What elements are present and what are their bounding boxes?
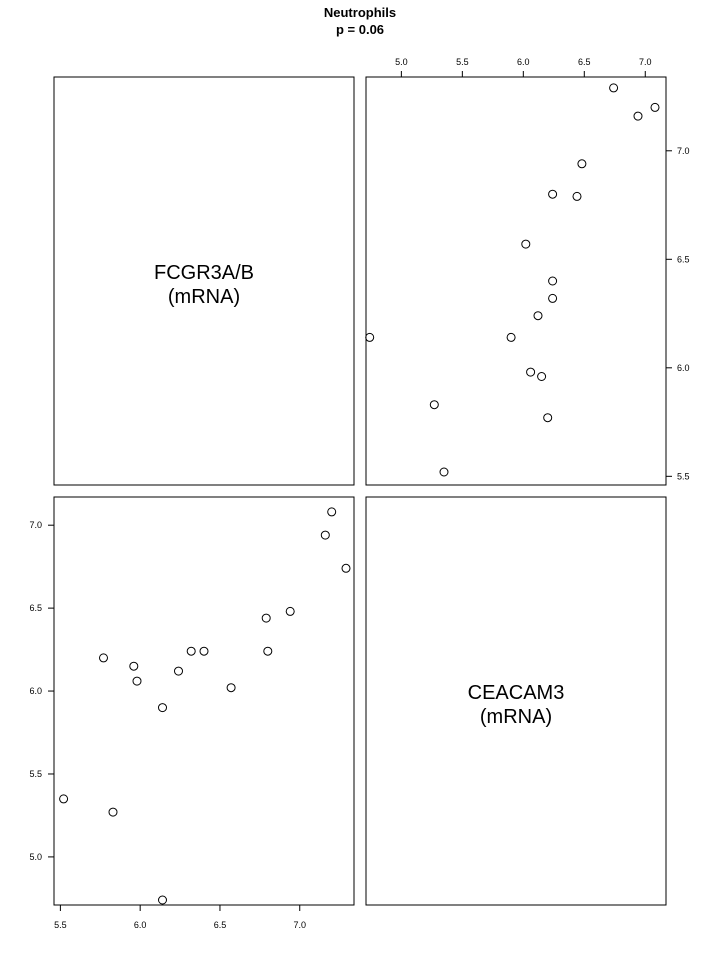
data-point-9 [548, 293, 558, 303]
left-axis-tick-label: 6.5 [29, 603, 42, 613]
data-point-17 [341, 563, 351, 573]
top-axis-tick-label: 7.0 [639, 57, 652, 67]
data-point-14 [285, 606, 295, 616]
scatter-bottom-left [59, 507, 351, 905]
right-axis-tick-label: 6.5 [677, 254, 690, 264]
bottom-axis-tick-label: 5.5 [54, 920, 67, 930]
data-point-5 [132, 676, 142, 686]
top-axis-tick-label: 6.0 [517, 57, 530, 67]
left-axis-tick-label: 7.0 [29, 520, 42, 530]
data-point-10 [199, 646, 209, 656]
bottom-axis-tick-label: 7.0 [293, 920, 306, 930]
data-point-7 [158, 895, 167, 905]
ceacam3-variable-unit: (mRNA) [480, 706, 552, 728]
data-point-6 [158, 703, 167, 713]
panel-bottom-right [365, 496, 667, 906]
left-axis-tick-label: 5.5 [29, 769, 42, 779]
panel-bottom-left [53, 496, 355, 906]
top-axis-tick-label: 6.5 [578, 57, 591, 67]
data-point-8 [174, 666, 183, 676]
bottom-axis-tick-label: 6.0 [134, 920, 147, 930]
data-point-11 [521, 239, 531, 249]
data-point-15 [633, 111, 643, 121]
fcgr3ab-variable-name: FCGR3A/B [154, 262, 254, 284]
data-point-2 [99, 653, 108, 663]
left-axis-tick-label: 6.0 [29, 686, 42, 696]
scatter-top-right [365, 83, 660, 477]
data-point-16 [327, 507, 337, 517]
data-point-3 [108, 807, 118, 817]
data-point-13 [263, 646, 273, 656]
right-axis-tick-label: 6.0 [677, 363, 690, 373]
data-point-4 [537, 372, 547, 381]
data-point-12 [261, 613, 271, 623]
data-point-12 [572, 191, 582, 201]
right-axis-tick-label: 5.5 [677, 471, 690, 481]
data-point-13 [548, 189, 558, 199]
right-axis-tick-label: 7.0 [677, 146, 690, 156]
left-axis-tick-label: 5.0 [29, 852, 42, 862]
chart-title: Neutrophils [323, 5, 397, 20]
data-point-3 [429, 400, 439, 410]
data-point-4 [129, 661, 139, 671]
data-point-17 [609, 83, 619, 93]
data-point-1 [439, 467, 449, 477]
data-point-11 [226, 683, 236, 693]
data-point-15 [320, 530, 330, 540]
data-point-8 [533, 311, 543, 321]
data-point-5 [526, 367, 536, 377]
axes: 5.0 5.5 6.0 6.5 7.0 5.5 6.0 6.5 7.0 5.0 5.5 6.0 6.5 7… [29, 57, 689, 930]
data-point-16 [650, 102, 660, 112]
ceacam3-variable-name: CEACAM3 [468, 682, 565, 704]
data-point-2 [543, 413, 553, 423]
data-point-7 [365, 332, 375, 342]
panel-top-left [53, 76, 355, 486]
data-point-1 [59, 794, 69, 804]
fcgr3ab-variable-unit: (mRNA) [168, 286, 240, 308]
top-axis-tick-label: 5.0 [395, 57, 408, 67]
data-point-10 [548, 276, 558, 286]
top-axis-tick-label: 5.5 [456, 57, 469, 67]
data-point-6 [506, 332, 516, 342]
panel-top-right [365, 76, 667, 486]
chart-subtitle: p = 0.06 [335, 22, 385, 37]
data-point-14 [577, 159, 587, 169]
bottom-axis-tick-label: 6.5 [214, 920, 227, 930]
data-point-9 [186, 646, 196, 656]
